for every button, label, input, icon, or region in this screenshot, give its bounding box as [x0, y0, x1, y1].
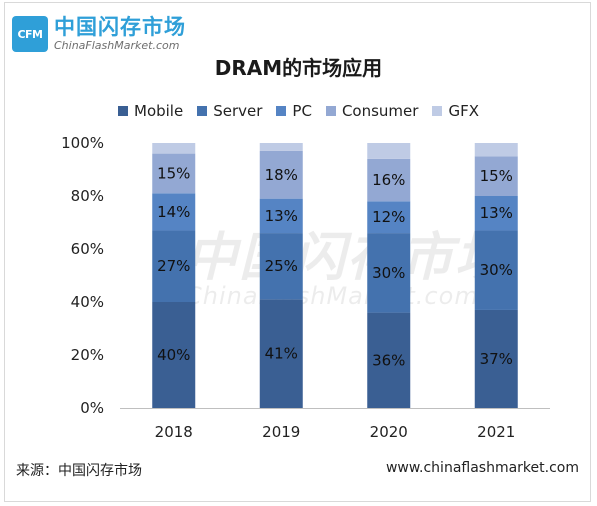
bar-segment-server-2021 [474, 230, 518, 310]
data-label-pc-2020: 12% [372, 208, 405, 226]
bar-segment-mobile-2020 [367, 312, 411, 408]
source-note: 来源：中国闪存市场 [16, 463, 142, 479]
data-label-server-2020: 30% [372, 264, 405, 282]
legend-label-pc: PC [292, 102, 312, 120]
x-tick-label: 2018 [155, 423, 193, 441]
chart-title: DRAM的市场应用 [214, 56, 383, 80]
legend-item-server: Server [197, 102, 262, 120]
brand-logo: CFM 中国闪存市场 ChinaFlashMarket.com [12, 14, 186, 54]
legend-label-mobile: Mobile [134, 102, 184, 120]
bar-segment-mobile-2021 [474, 309, 518, 408]
x-tick-label: 2020 [370, 423, 408, 441]
bar-segment-consumer-2020 [367, 158, 411, 202]
bar-segment-mobile-2019 [259, 299, 303, 408]
data-label-pc-2021: 13% [480, 204, 513, 222]
bar-segment-consumer-2019 [259, 150, 303, 199]
bar-segment-gfx-2020 [367, 143, 411, 159]
bar-segment-gfx-2018 [152, 143, 196, 154]
chart-legend: Mobile Server PC Consumer GFX [0, 102, 597, 120]
bar-segment-consumer-2021 [474, 156, 518, 196]
website-url: www.chinaflashmarket.com [385, 460, 579, 476]
bar-segment-pc-2019 [259, 198, 303, 234]
legend-swatch-mobile [118, 106, 128, 116]
data-label-consumer-2021: 15% [480, 167, 513, 185]
bar-segment-pc-2020 [367, 201, 411, 234]
bar-segment-server-2018 [152, 230, 196, 302]
logo-chinese-name: 中国闪存市场 [54, 15, 186, 40]
legend-item-consumer: Consumer [325, 102, 419, 120]
bar-segment-consumer-2018 [152, 153, 196, 194]
data-label-mobile-2018: 40% [157, 346, 190, 364]
legend-swatch-pc [276, 106, 287, 116]
bar-segment-server-2020 [367, 233, 411, 313]
data-label-mobile-2021: 37% [480, 350, 513, 368]
y-tick-label: 60% [71, 240, 104, 258]
legend-label-consumer: Consumer [341, 102, 419, 120]
data-label-consumer-2020: 16% [372, 171, 405, 189]
data-label-server-2021: 30% [480, 261, 513, 279]
y-tick-label: 100% [61, 134, 104, 152]
x-tick-label: 2019 [262, 423, 300, 441]
y-tick-label: 20% [71, 346, 104, 364]
data-label-consumer-2019: 18% [265, 166, 298, 184]
data-label-consumer-2018: 15% [157, 164, 190, 182]
data-label-mobile-2019: 41% [265, 345, 298, 363]
legend-item-mobile: Mobile [118, 102, 183, 120]
cfm-logo-icon: CFM [12, 16, 48, 52]
legend-swatch-server [197, 106, 208, 116]
bar-segment-gfx-2021 [474, 143, 518, 157]
data-label-pc-2019: 13% [265, 207, 298, 225]
bar-segment-mobile-2018 [152, 302, 196, 408]
y-tick-label: 80% [71, 187, 104, 205]
legend-swatch-consumer [325, 106, 336, 116]
legend-label-gfx: GFX [448, 102, 479, 120]
legend-item-gfx: GFX [432, 102, 479, 120]
bar-segment-pc-2018 [152, 193, 196, 231]
x-tick-label: 2021 [477, 423, 515, 441]
logo-text: 中国闪存市场 ChinaFlashMarket.com [54, 16, 186, 51]
y-tick-label: 40% [71, 293, 104, 311]
data-label-server-2018: 27% [157, 257, 190, 275]
data-label-server-2019: 25% [265, 257, 298, 275]
bar-segment-pc-2021 [474, 196, 518, 231]
logo-english-name: ChinaFlashMarket.com [54, 38, 180, 52]
data-label-mobile-2020: 36% [372, 351, 405, 369]
legend-swatch-gfx [432, 106, 443, 116]
y-tick-label: 0% [80, 399, 104, 417]
bar-segment-gfx-2019 [259, 143, 303, 151]
legend-label-server: Server [213, 102, 263, 120]
legend-item-pc: PC [276, 102, 312, 120]
data-label-pc-2018: 14% [157, 203, 190, 221]
bar-segment-server-2019 [259, 233, 303, 300]
